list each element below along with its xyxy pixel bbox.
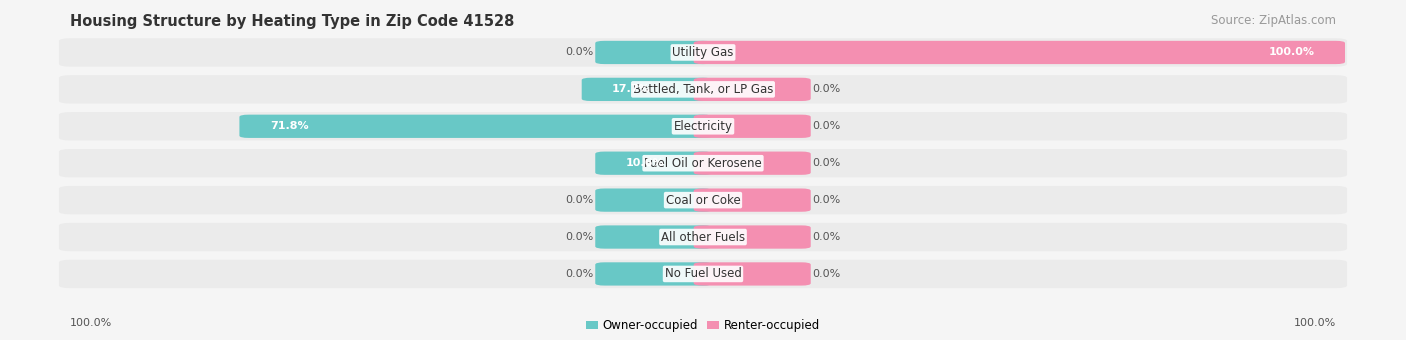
Text: 0.0%: 0.0%	[813, 121, 841, 131]
FancyBboxPatch shape	[595, 225, 713, 249]
Text: 100.0%: 100.0%	[1294, 318, 1336, 328]
FancyBboxPatch shape	[59, 223, 1347, 251]
Text: 100.0%: 100.0%	[70, 318, 112, 328]
Text: Source: ZipAtlas.com: Source: ZipAtlas.com	[1211, 14, 1336, 27]
FancyBboxPatch shape	[693, 41, 1346, 64]
FancyBboxPatch shape	[59, 149, 1347, 177]
FancyBboxPatch shape	[595, 41, 713, 64]
Text: 71.8%: 71.8%	[270, 121, 308, 131]
FancyBboxPatch shape	[693, 262, 811, 286]
Text: 0.0%: 0.0%	[813, 158, 841, 168]
FancyBboxPatch shape	[693, 78, 811, 101]
Text: 0.0%: 0.0%	[813, 195, 841, 205]
FancyBboxPatch shape	[693, 188, 811, 212]
Text: Housing Structure by Heating Type in Zip Code 41528: Housing Structure by Heating Type in Zip…	[70, 14, 515, 29]
Text: 0.0%: 0.0%	[565, 195, 593, 205]
FancyBboxPatch shape	[59, 260, 1347, 288]
Text: Electricity: Electricity	[673, 120, 733, 133]
Text: 0.0%: 0.0%	[813, 84, 841, 95]
Text: 10.6%: 10.6%	[626, 158, 664, 168]
FancyBboxPatch shape	[59, 112, 1347, 140]
FancyBboxPatch shape	[239, 115, 713, 138]
Text: 0.0%: 0.0%	[565, 48, 593, 57]
FancyBboxPatch shape	[595, 188, 713, 212]
FancyBboxPatch shape	[59, 75, 1347, 104]
FancyBboxPatch shape	[595, 152, 713, 175]
Text: Coal or Coke: Coal or Coke	[665, 193, 741, 207]
FancyBboxPatch shape	[595, 262, 713, 286]
Text: 0.0%: 0.0%	[565, 232, 593, 242]
FancyBboxPatch shape	[693, 152, 811, 175]
Text: Utility Gas: Utility Gas	[672, 46, 734, 59]
Legend: Owner-occupied, Renter-occupied: Owner-occupied, Renter-occupied	[586, 319, 820, 333]
FancyBboxPatch shape	[693, 115, 811, 138]
FancyBboxPatch shape	[59, 186, 1347, 214]
Text: 0.0%: 0.0%	[813, 269, 841, 279]
Text: 0.0%: 0.0%	[565, 269, 593, 279]
Text: 17.7%: 17.7%	[612, 84, 651, 95]
Text: Bottled, Tank, or LP Gas: Bottled, Tank, or LP Gas	[633, 83, 773, 96]
Text: 0.0%: 0.0%	[813, 232, 841, 242]
Text: Fuel Oil or Kerosene: Fuel Oil or Kerosene	[644, 157, 762, 170]
Text: All other Fuels: All other Fuels	[661, 231, 745, 243]
Text: No Fuel Used: No Fuel Used	[665, 268, 741, 280]
Text: 100.0%: 100.0%	[1268, 48, 1315, 57]
FancyBboxPatch shape	[693, 225, 811, 249]
FancyBboxPatch shape	[59, 38, 1347, 67]
FancyBboxPatch shape	[582, 78, 713, 101]
